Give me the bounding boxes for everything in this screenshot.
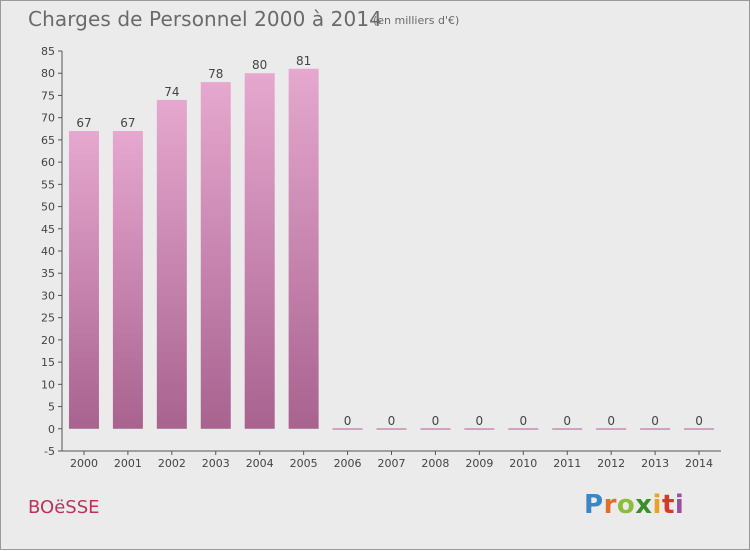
- y-tick-label: 30: [41, 289, 55, 302]
- bar: [200, 82, 231, 429]
- logo-letter-i2: i: [674, 490, 685, 520]
- y-tick-label: 0: [48, 423, 55, 436]
- y-tick-label: 35: [41, 267, 55, 280]
- data-label: 78: [208, 67, 223, 81]
- logo-letter-p: P: [584, 490, 604, 520]
- y-tick-label: 10: [41, 378, 55, 391]
- y-tick-label: 5: [48, 401, 55, 414]
- x-tick-label: 2000: [70, 457, 98, 470]
- data-labels: 67 67 74 78 80 81 0 0 0 0 0 0 0 0 0: [76, 54, 703, 428]
- y-tick-label: 20: [41, 334, 55, 347]
- x-tick-label: 2014: [685, 457, 713, 470]
- x-tick-label: 2011: [553, 457, 581, 470]
- chart-title: Charges de Personnel 2000 à 2014: [28, 7, 382, 31]
- bar: [156, 99, 187, 429]
- data-label: 81: [296, 54, 311, 68]
- y-tick-label: 75: [41, 89, 55, 102]
- y-tick-label: 45: [41, 223, 55, 236]
- logo-letter-x: x: [635, 490, 653, 520]
- y-tick-label: 65: [41, 134, 55, 147]
- y-tick-label: 55: [41, 178, 55, 191]
- data-label: 80: [252, 58, 267, 72]
- x-tick-label: 2004: [246, 457, 274, 470]
- x-tick-label: 2008: [421, 457, 449, 470]
- x-tick-label: 2012: [597, 457, 625, 470]
- bar: [684, 428, 715, 430]
- data-label: 0: [563, 414, 571, 428]
- x-tick-label: 2001: [114, 457, 142, 470]
- y-tick-label: 70: [41, 112, 55, 125]
- data-label: 0: [607, 414, 615, 428]
- data-label: 67: [76, 116, 91, 130]
- y-tick-label: 80: [41, 67, 55, 80]
- y-tick-label: 25: [41, 312, 55, 325]
- logo-letter-i: i: [652, 490, 662, 520]
- bar: [68, 131, 99, 429]
- proxiti-logo[interactable]: Proxiti: [584, 490, 684, 520]
- data-label: 0: [651, 414, 659, 428]
- data-label: 0: [432, 414, 440, 428]
- bars: [68, 68, 715, 430]
- y-tick-label: 15: [41, 356, 55, 369]
- x-tick-label: 2005: [290, 457, 318, 470]
- x-tick-label: 2002: [158, 457, 186, 470]
- commune-name: BOëSSE: [28, 497, 100, 518]
- data-label: 0: [388, 414, 396, 428]
- bar: [508, 428, 539, 430]
- data-label: 0: [476, 414, 484, 428]
- y-tick-label: 85: [41, 45, 55, 58]
- logo-letter-o: o: [616, 490, 636, 520]
- bar: [596, 428, 627, 430]
- bar: [420, 428, 451, 430]
- bar: [332, 428, 363, 430]
- x-tick-label: 2006: [334, 457, 362, 470]
- x-tick-label: 2010: [509, 457, 537, 470]
- axes: -5 0 5 10 15 20 25 30 35 40 45 50 55 60 65 70 75 80 85 2000…: [41, 45, 721, 470]
- y-tick-label: -5: [44, 445, 55, 458]
- data-label: 74: [164, 85, 179, 99]
- bar: [244, 73, 275, 429]
- y-tick-label: 40: [41, 245, 55, 258]
- unit-note: (en milliers d'€): [373, 14, 460, 27]
- logo-letter-t: t: [661, 490, 675, 520]
- logo-letter-r: r: [603, 490, 617, 520]
- x-tick-label: 2007: [378, 457, 406, 470]
- bar: [112, 131, 143, 429]
- x-tick-label: 2003: [202, 457, 230, 470]
- bar: [552, 428, 583, 430]
- bar: [464, 428, 495, 430]
- data-label: 67: [120, 116, 135, 130]
- x-tick-label: 2009: [465, 457, 493, 470]
- y-tick-label: 50: [41, 201, 55, 214]
- data-label: 0: [695, 414, 703, 428]
- y-tick-label: 60: [41, 156, 55, 169]
- bar: [640, 428, 671, 430]
- x-tick-label: 2013: [641, 457, 669, 470]
- data-label: 0: [344, 414, 352, 428]
- bar: [376, 428, 407, 430]
- bar: [288, 68, 319, 429]
- data-label: 0: [519, 414, 527, 428]
